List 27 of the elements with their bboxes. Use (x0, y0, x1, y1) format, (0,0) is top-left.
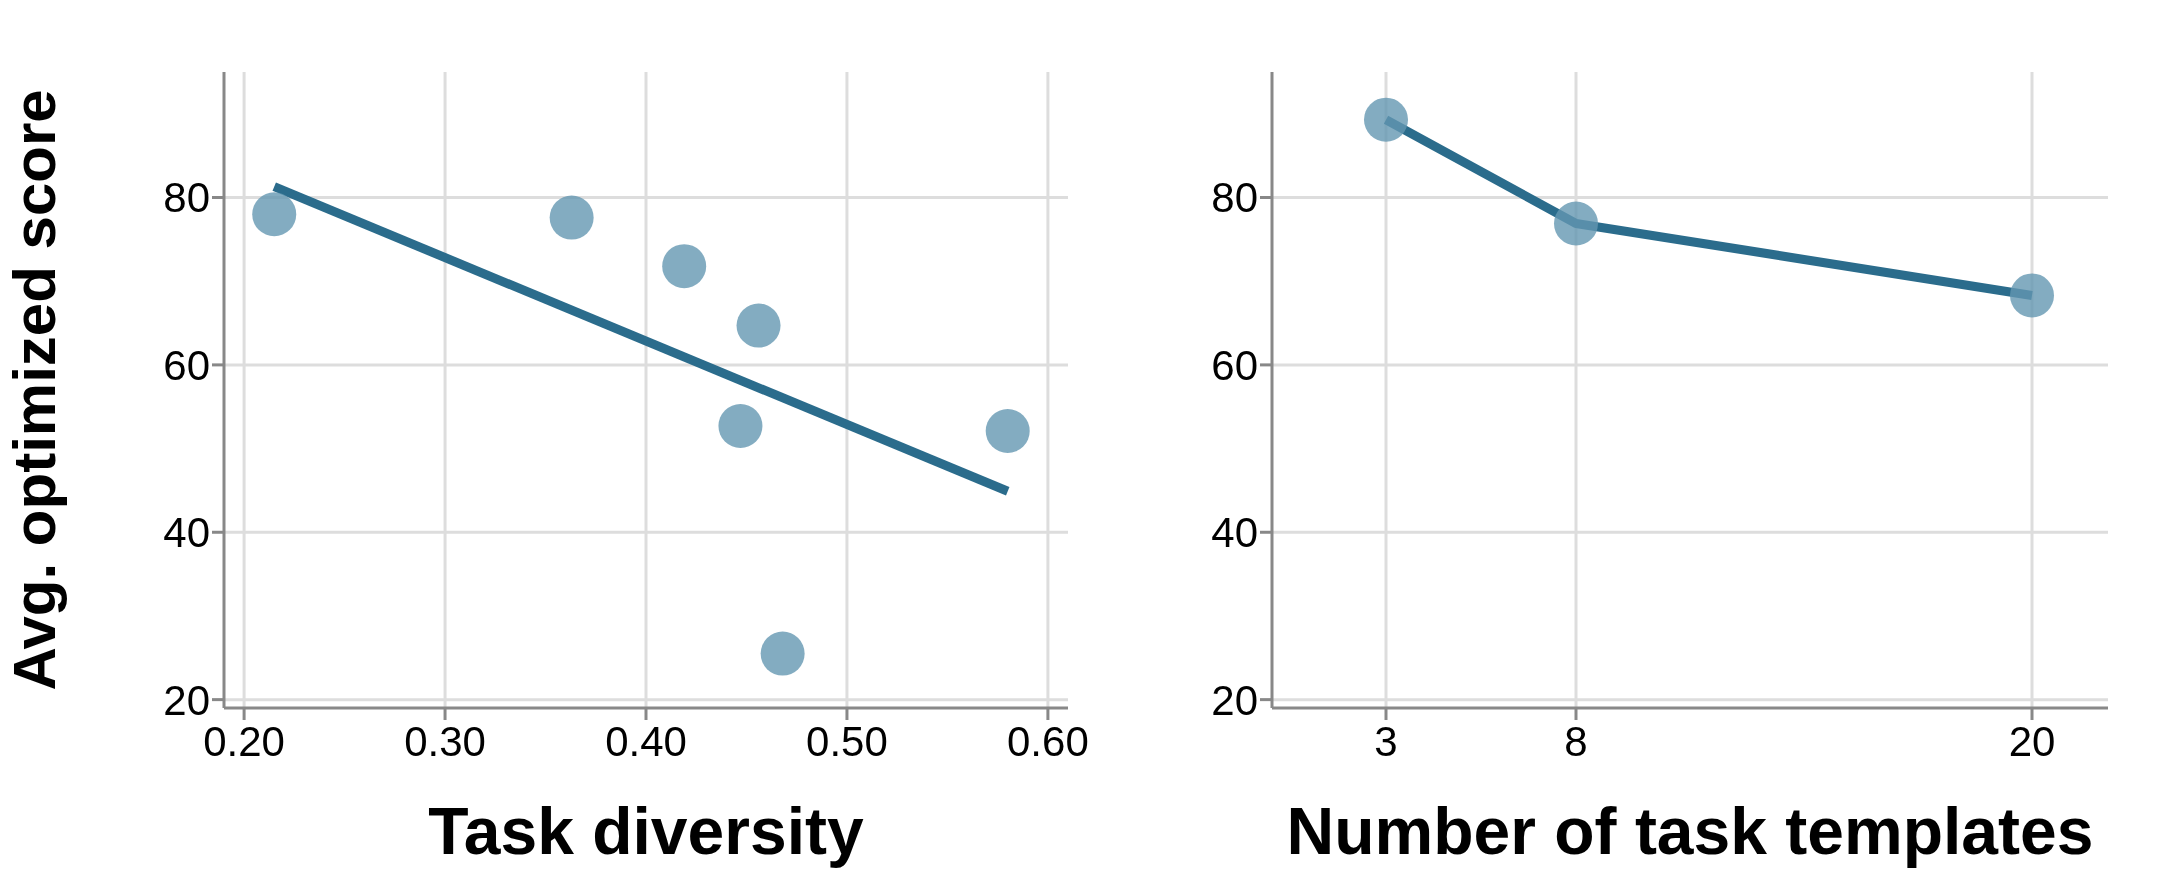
y-tick-label: 60 (163, 341, 210, 389)
y-tick-label: 80 (163, 174, 210, 222)
x-tick-label: 0.50 (806, 717, 888, 765)
y-axis-title: Avg. optimized score (1, 89, 69, 691)
x-axis-title: Task diversity (428, 794, 864, 868)
y-tick-label: 80 (1211, 174, 1258, 222)
point (1364, 97, 1408, 142)
x-tick-label: 0.30 (404, 717, 486, 765)
point (718, 403, 763, 448)
point (1554, 201, 1598, 246)
x-axis-title: Number of task templates (1286, 794, 2094, 868)
point (549, 195, 594, 240)
x-tick-label: 3 (1374, 717, 1398, 765)
y-tick-label: 20 (1211, 676, 1258, 724)
x-tick-label: 8 (1564, 717, 1588, 765)
y-tick-label: 40 (1211, 509, 1258, 557)
point (2010, 273, 2054, 318)
y-tick-label: 60 (1211, 341, 1258, 389)
point (736, 303, 781, 348)
point (985, 409, 1030, 454)
x-tick-label: 20 (2008, 717, 2056, 765)
point (760, 631, 805, 676)
x-tick-label: 0.60 (1007, 717, 1089, 765)
y-tick-label: 40 (163, 509, 210, 557)
x-tick-label: 0.40 (605, 717, 687, 765)
point (662, 244, 707, 289)
point (252, 192, 297, 237)
